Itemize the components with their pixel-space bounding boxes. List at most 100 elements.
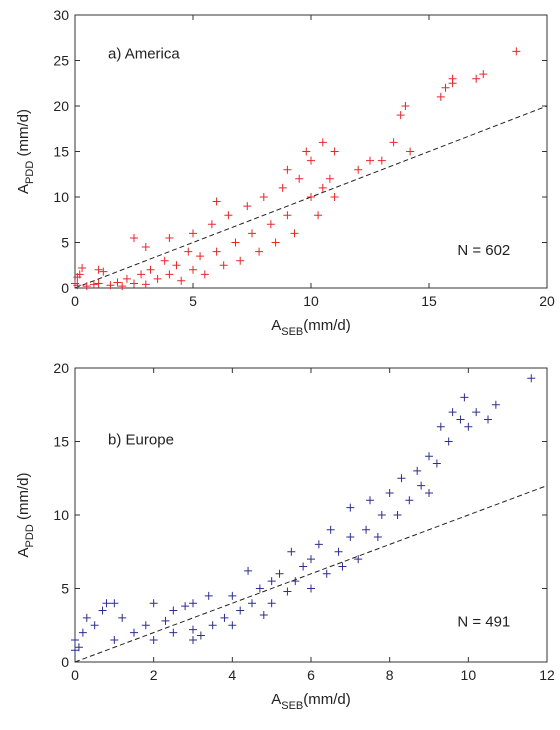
data-point <box>314 540 323 549</box>
data-point <box>220 613 229 622</box>
x-tick-label: 4 <box>228 667 236 683</box>
x-tick-label: 5 <box>189 293 197 309</box>
data-point <box>189 625 197 634</box>
x-tick-label: 2 <box>150 667 158 683</box>
data-point <box>290 229 299 238</box>
x-axis-label: ASEB(mm/d) <box>271 691 351 712</box>
data-point <box>266 220 275 229</box>
data-point <box>389 138 398 147</box>
data-point <box>172 261 181 270</box>
data-point <box>82 282 91 291</box>
data-point <box>94 265 103 274</box>
data-point <box>255 247 264 256</box>
data-point <box>78 263 87 272</box>
data-point <box>338 562 347 571</box>
data-point <box>325 174 334 183</box>
data-point <box>196 252 205 261</box>
y-tick-label: 0 <box>61 280 69 296</box>
y-tick-label: 10 <box>53 507 69 523</box>
data-point <box>255 584 264 593</box>
data-point <box>219 261 228 270</box>
data-point <box>169 606 178 615</box>
data-point <box>406 147 415 156</box>
x-label-sub: SEB <box>281 326 303 338</box>
x-label-sub: SEB <box>281 700 303 712</box>
data-point <box>283 165 292 174</box>
data-point <box>141 243 150 252</box>
data-point <box>212 247 221 256</box>
data-point <box>287 547 296 556</box>
data-point <box>330 147 339 156</box>
data-point <box>307 555 315 564</box>
y-label-main: A <box>15 547 32 557</box>
data-point <box>224 211 233 220</box>
data-point <box>149 635 158 644</box>
data-point <box>401 102 410 110</box>
data-point <box>149 599 158 608</box>
y-tick-label: 10 <box>53 189 69 205</box>
data-point <box>73 273 82 282</box>
data-point <box>307 156 315 165</box>
data-point <box>278 183 287 192</box>
data-point <box>244 566 253 575</box>
data-point <box>291 577 300 586</box>
y-tick-label: 0 <box>61 654 69 670</box>
y-tick-label: 15 <box>53 144 69 160</box>
y-tick-label: 20 <box>53 360 69 376</box>
data-point <box>354 555 363 564</box>
data-point <box>417 481 426 490</box>
data-point <box>377 511 386 519</box>
data-point <box>160 256 169 265</box>
data-point <box>436 422 445 431</box>
x-tick-label: 0 <box>71 293 79 309</box>
x-label-main: A <box>271 317 281 334</box>
data-point <box>318 138 327 147</box>
data-point <box>448 408 457 417</box>
data-point <box>74 643 83 652</box>
data-point <box>346 503 355 512</box>
y-tick-label: 20 <box>53 98 69 114</box>
data-point <box>299 562 308 571</box>
data-point <box>110 599 119 608</box>
data-point <box>275 569 284 578</box>
data-point <box>181 602 190 611</box>
data-point <box>366 496 374 505</box>
data-point <box>267 577 276 586</box>
panel-annotation: a) America <box>108 46 180 63</box>
data-point <box>130 279 138 288</box>
data-point <box>89 280 98 289</box>
data-point <box>189 265 197 274</box>
data-point <box>302 147 311 156</box>
y-tick-label: 30 <box>53 7 69 23</box>
data-point <box>228 621 237 630</box>
data-point <box>307 193 315 201</box>
data-point <box>137 270 146 279</box>
data-point <box>110 635 119 644</box>
data-point <box>396 111 405 120</box>
count-annotation: N = 602 <box>457 242 510 259</box>
data-point <box>425 452 433 461</box>
data-point <box>413 466 422 475</box>
data-point <box>141 621 150 630</box>
data-point <box>94 279 103 288</box>
data-point <box>377 156 386 165</box>
data-point <box>90 621 99 630</box>
y-label-sub: PDD <box>24 524 36 547</box>
data-point <box>330 193 339 201</box>
y-label-unit: (mm/d) <box>15 109 32 161</box>
panel-annotation: b) Europe <box>108 431 174 448</box>
data-point <box>165 270 174 279</box>
data-point <box>236 256 245 265</box>
data-point <box>130 233 138 242</box>
data-point <box>102 599 111 608</box>
x-tick-label: 12 <box>539 667 555 683</box>
data-point <box>212 197 221 206</box>
x-label-unit: (mm/d) <box>303 317 351 334</box>
data-point <box>460 393 469 402</box>
data-point <box>113 278 122 287</box>
x-tick-label: 10 <box>303 293 319 309</box>
data-point <box>189 635 197 644</box>
data-point <box>78 628 87 637</box>
